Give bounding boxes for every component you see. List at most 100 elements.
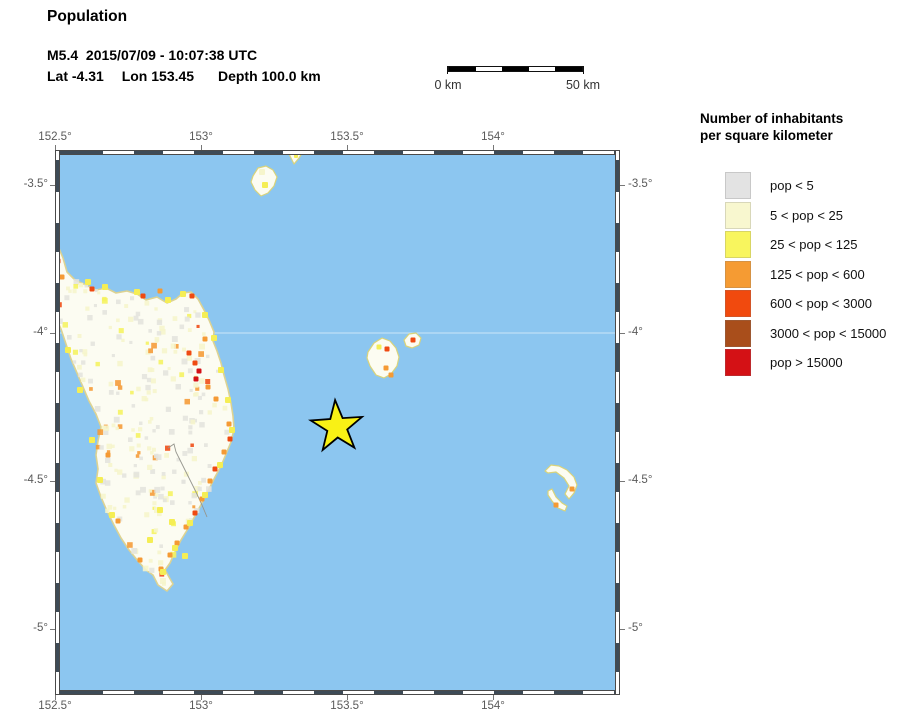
population-cell — [118, 328, 124, 334]
legend-swatch — [725, 172, 751, 199]
legend-row: 5 < pop < 25 — [725, 201, 900, 229]
legend-label: 5 < pop < 25 — [770, 207, 844, 223]
population-cell — [154, 507, 160, 513]
population-dot — [213, 396, 219, 402]
axis-tick-label: 153.5° — [330, 131, 364, 143]
population-cell — [152, 429, 156, 433]
population-cell — [153, 528, 159, 533]
population-cell — [108, 463, 113, 467]
population-cell — [116, 334, 122, 340]
population-cell — [161, 474, 166, 480]
population-cell — [150, 451, 154, 455]
population-cell — [104, 480, 111, 486]
population-cell — [80, 377, 86, 383]
legend-row: 25 < pop < 125 — [725, 231, 900, 258]
scale-bar-segment — [555, 67, 582, 71]
population-dot — [383, 365, 389, 371]
map-frame-left — [55, 150, 60, 695]
district-boundary-line — [167, 443, 208, 518]
population-cell — [114, 468, 118, 472]
population-cell — [111, 423, 116, 428]
population-cell — [148, 348, 153, 354]
population-cell — [181, 358, 188, 365]
population-cell — [187, 368, 193, 374]
population-cell — [150, 368, 155, 372]
population-cell — [201, 392, 206, 397]
population-dot — [259, 169, 265, 175]
population-cell — [165, 406, 171, 412]
population-cell — [157, 511, 162, 517]
earthquake-location-line: Lat -4.31 Lon 153.45 Depth 100.0 km — [47, 68, 321, 84]
population-cell — [73, 284, 79, 289]
population-cell — [72, 349, 78, 355]
population-cell — [163, 370, 169, 376]
population-cell — [97, 291, 101, 295]
population-cell — [149, 489, 156, 496]
population-cell — [105, 457, 111, 463]
population-cell — [135, 490, 141, 496]
population-cell — [184, 398, 190, 405]
population-cell — [97, 429, 104, 435]
population-cell — [122, 473, 127, 478]
population-cell — [182, 347, 186, 352]
axis-tick-label: -4° — [628, 326, 643, 338]
population-cell — [95, 444, 101, 450]
population-cell — [67, 335, 72, 340]
population-cell — [196, 324, 200, 328]
population-cell — [190, 443, 194, 447]
map-scale-bar — [448, 66, 583, 72]
population-cell — [89, 387, 93, 391]
population-cell — [146, 390, 151, 395]
population-cell — [182, 451, 188, 456]
population-dot — [553, 502, 559, 508]
axis-tick-mark — [347, 145, 348, 150]
scale-bar-label-left: 0 km — [434, 78, 462, 92]
population-cell — [115, 426, 119, 431]
earthquake-depth: Depth 100.0 km — [217, 68, 321, 84]
axis-tick-label: -5° — [628, 622, 643, 634]
population-cell — [78, 372, 83, 378]
population-cell — [181, 479, 186, 484]
population-dot — [221, 449, 227, 455]
population-dot — [229, 427, 235, 433]
population-cell — [144, 436, 149, 440]
population-cell — [192, 505, 196, 509]
population-cell — [165, 445, 171, 451]
legend-row: 600 < pop < 3000 — [725, 290, 900, 317]
axis-tick-mark — [620, 185, 625, 186]
population-cell — [179, 324, 185, 330]
population-cell — [199, 343, 205, 350]
population-cell — [81, 360, 86, 365]
population-dot — [189, 293, 195, 299]
legend-label: pop > 15000 — [770, 355, 843, 370]
population-cell — [124, 497, 130, 503]
population-dot — [109, 512, 115, 518]
population-cell — [93, 304, 97, 308]
population-cell — [170, 551, 177, 558]
population-cell — [141, 396, 147, 402]
population-cell — [151, 342, 157, 349]
population-cell — [68, 289, 72, 293]
population-cell — [129, 446, 135, 452]
population-cell — [147, 446, 152, 451]
population-cell — [146, 377, 152, 383]
population-cell — [107, 505, 113, 510]
scale-bar-segment — [449, 67, 476, 71]
population-dot — [211, 335, 217, 341]
population-cell — [224, 429, 230, 435]
population-cell — [127, 542, 133, 548]
population-dot — [186, 350, 192, 356]
axis-tick-label: 152.5° — [38, 700, 72, 712]
population-cell — [113, 416, 120, 423]
population-dot — [384, 346, 390, 352]
population-cell — [156, 331, 162, 336]
population-cell — [136, 386, 141, 392]
population-dot — [183, 524, 189, 530]
population-cell — [157, 550, 162, 555]
legend-swatch — [725, 349, 751, 376]
axis-tick-mark — [493, 695, 494, 700]
population-cell — [130, 296, 135, 301]
population-cell — [84, 284, 88, 288]
population-dot — [202, 336, 208, 342]
population-cell — [160, 578, 166, 584]
